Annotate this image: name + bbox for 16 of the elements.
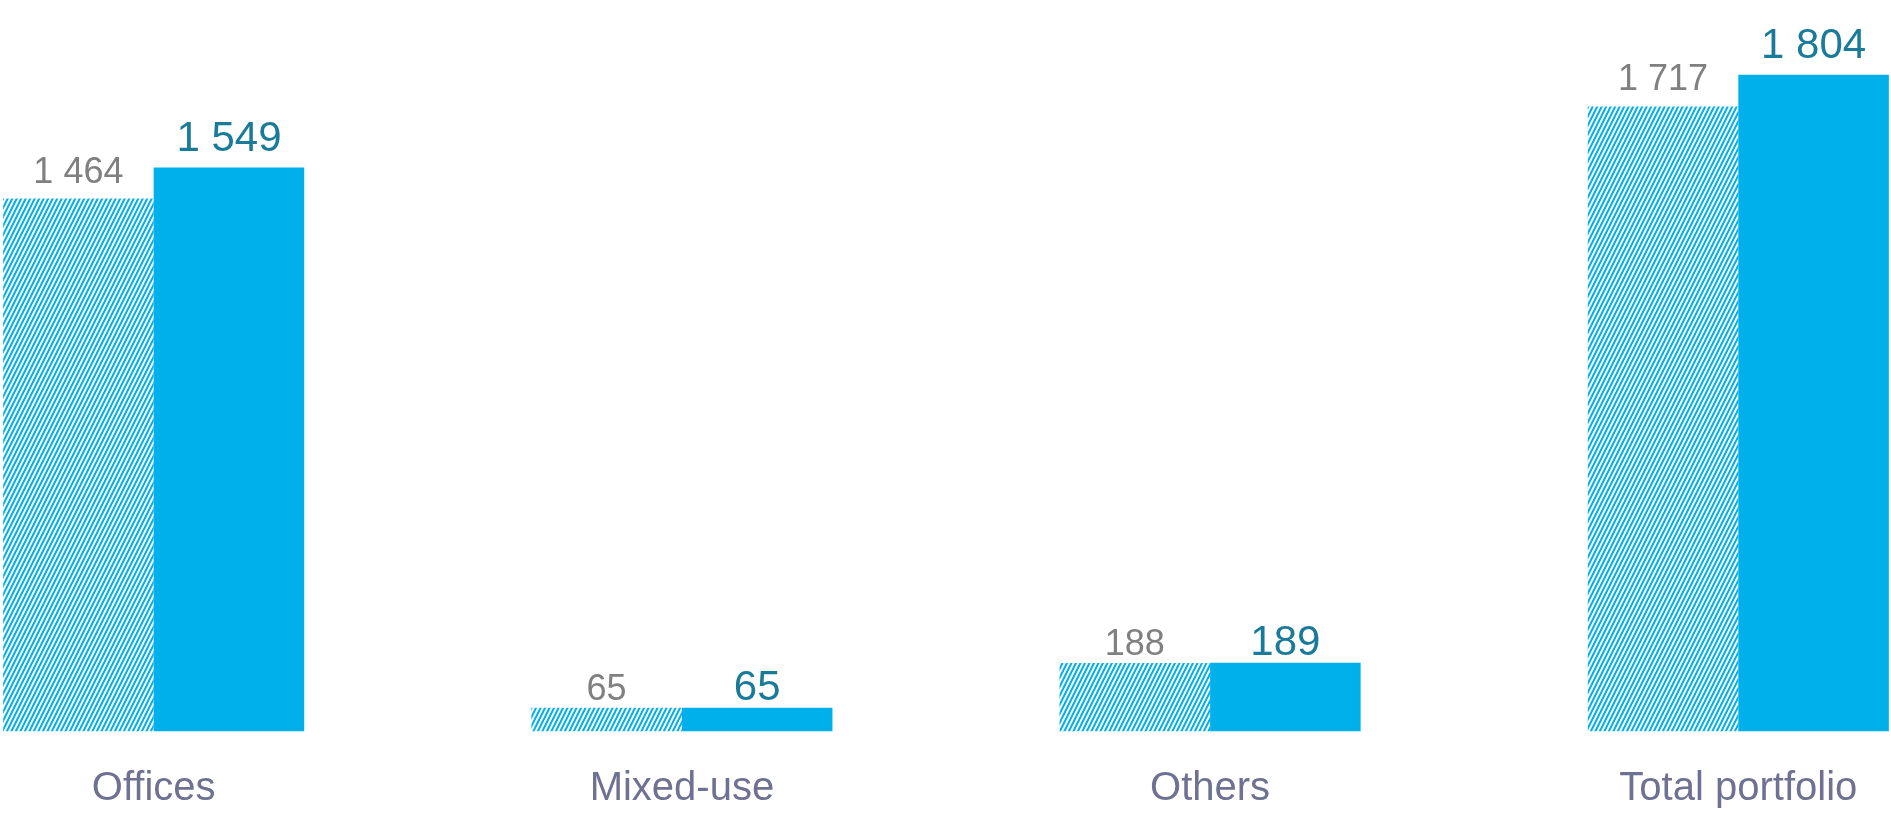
data-label: 65 — [733, 661, 781, 709]
bar — [1738, 74, 1889, 732]
bar — [681, 707, 833, 732]
data-label: 1 717 — [1618, 57, 1709, 99]
bar — [1210, 662, 1361, 732]
data-label: 1 464 — [33, 149, 124, 191]
data-label: 1 804 — [1761, 19, 1867, 67]
data-label: 1 549 — [176, 112, 282, 160]
data-label: 188 — [1104, 622, 1165, 664]
data-label: 65 — [586, 666, 627, 708]
data-label: 189 — [1250, 616, 1321, 664]
x-tick-label: Others — [1150, 763, 1271, 808]
bar — [153, 167, 305, 732]
x-tick-label: Mixed-use — [589, 763, 775, 808]
x-tick-label: Offices — [91, 763, 216, 808]
x-tick-label: Total portfolio — [1619, 763, 1858, 808]
